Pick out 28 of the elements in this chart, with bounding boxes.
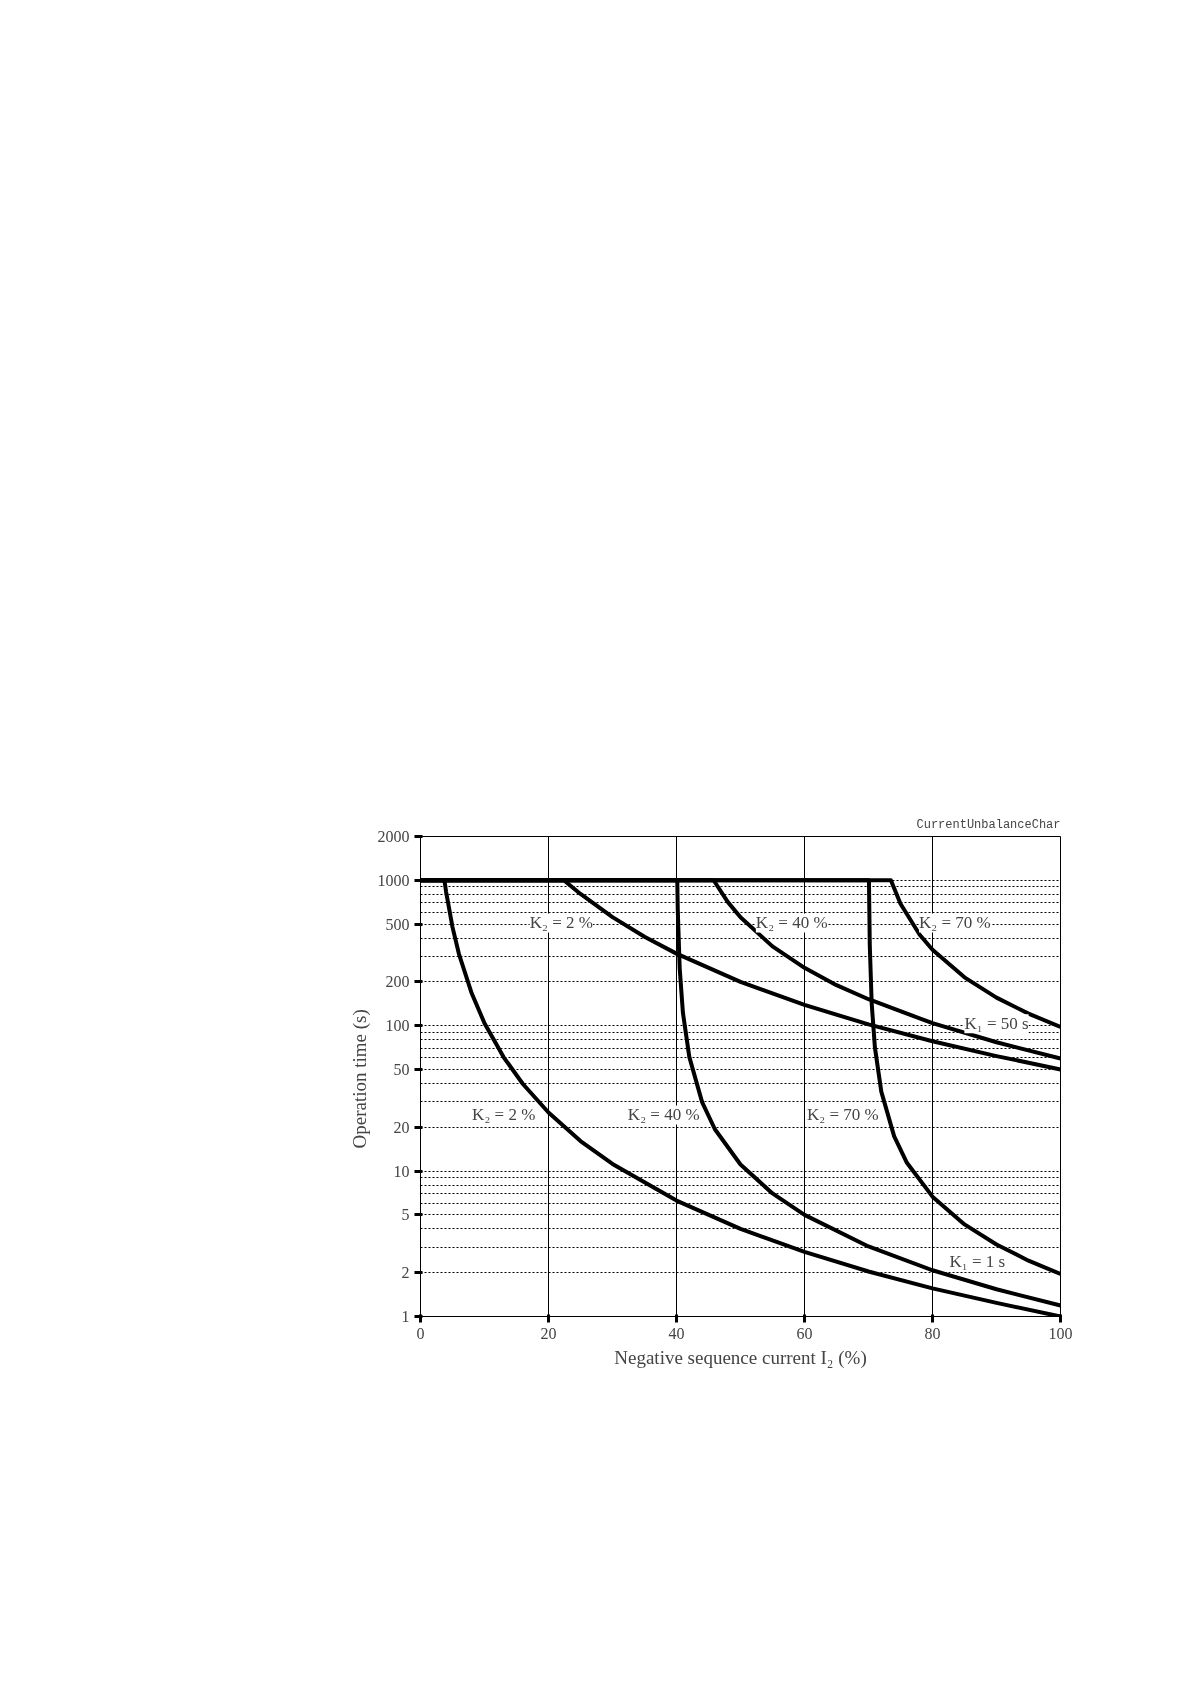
y-tick-label: 5	[401, 1206, 410, 1224]
y-tick-label: 50	[393, 1060, 410, 1078]
y-tick-label: 100	[385, 1017, 410, 1035]
annotation: K₂ = 70 %	[919, 913, 991, 933]
annotation: K₂ = 70 %	[807, 1105, 879, 1125]
y-tick-label: 500	[385, 915, 410, 933]
annotation: K₂ = 40 %	[627, 1105, 700, 1125]
y-tick-label: 10	[393, 1162, 410, 1180]
y-tick-label: 200	[385, 973, 410, 991]
x-tick-label: 0	[416, 1324, 425, 1342]
y-tick-label: 2	[401, 1264, 410, 1282]
annotation: K₂ = 2 %	[529, 913, 593, 933]
x-tick-label: 20	[540, 1324, 557, 1342]
annotation: K₂ = 40 %	[755, 913, 828, 933]
y-tick-label: 1	[401, 1308, 410, 1325]
x-tick-label: 40	[668, 1324, 685, 1342]
x-axis-title: Negative sequence current I₂ (%)	[614, 1346, 867, 1369]
x-tick-label: 100	[1048, 1324, 1073, 1342]
y-tick-label: 2000	[377, 828, 410, 845]
y-axis-title: Operation time (s)	[348, 1009, 371, 1149]
y-tick-label: 1000	[377, 871, 410, 889]
x-tick-label: 80	[924, 1324, 941, 1342]
annotation: K₁ = 1 s	[949, 1251, 1006, 1271]
x-tick-label: 60	[796, 1324, 813, 1342]
y-tick-label: 20	[393, 1118, 410, 1136]
annotation: K₂ = 2 %	[472, 1105, 536, 1125]
text: CurrentUnbalanceChar	[916, 817, 1061, 832]
annotation: K₁ = 50 s	[964, 1014, 1029, 1034]
